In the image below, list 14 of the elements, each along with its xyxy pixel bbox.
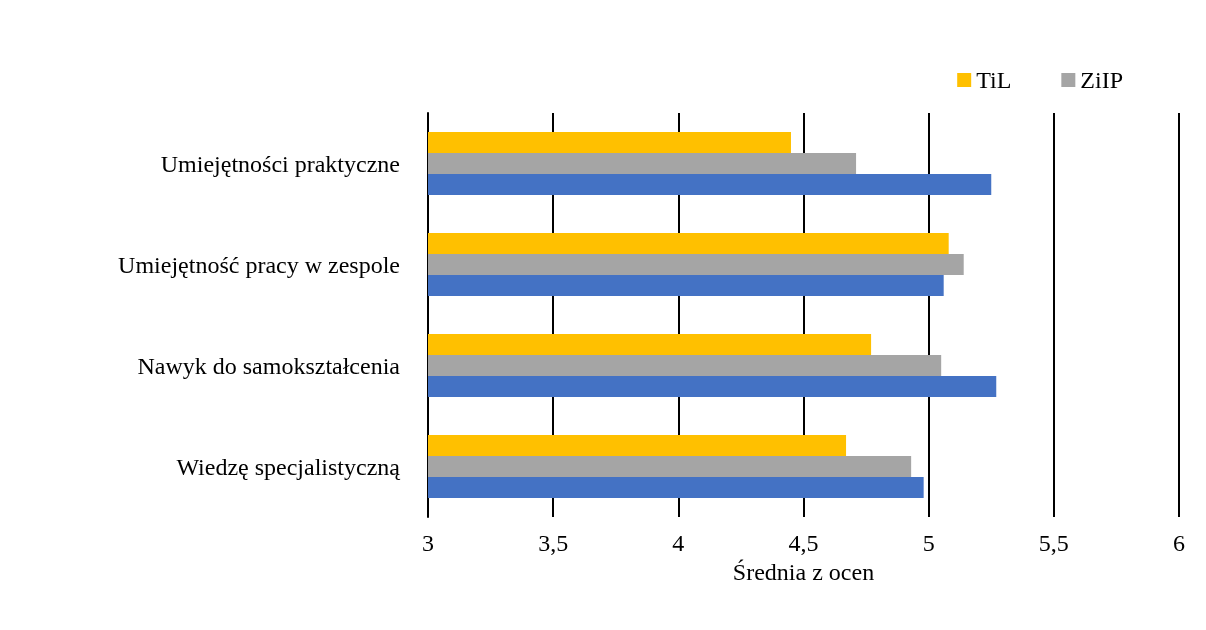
y-tick-label: Nawyk do samokształcenia [137, 352, 401, 379]
legend-label: ZiIP [1080, 67, 1123, 93]
x-axis-title: Średnia z ocen [732, 558, 875, 585]
x-tick-label: 4 [672, 530, 685, 556]
y-tick-label: Umiejętność pracy w zespole [118, 251, 400, 278]
x-tick-label: 3,5 [538, 530, 569, 556]
x-tick-label: 6 [1173, 530, 1185, 556]
x-tick-label: 5 [922, 530, 935, 556]
legend-label: TiL [976, 67, 1012, 93]
y-tick-label: Umiejętności praktyczne [160, 150, 400, 177]
y-tick-label: Wiedzę specjalistyczną [176, 453, 401, 480]
x-tick-label: 4,5 [788, 530, 819, 556]
x-tick-label: 5,5 [1038, 530, 1069, 556]
x-tick-label: 3 [422, 530, 434, 556]
